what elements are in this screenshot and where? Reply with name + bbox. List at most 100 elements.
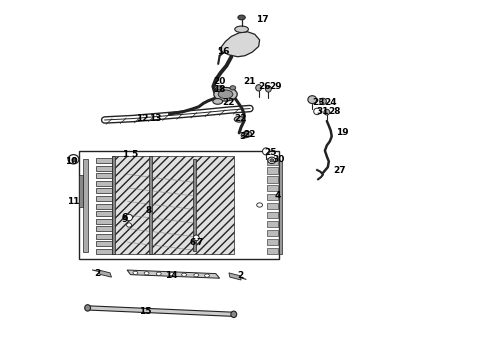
Ellipse shape [238,15,245,20]
Bar [96,234,112,239]
Ellipse shape [235,26,248,32]
Text: 2: 2 [95,269,101,278]
Ellipse shape [241,133,249,138]
Bar [267,212,278,218]
Bar [79,152,279,258]
Bar [96,188,112,193]
Text: 22: 22 [222,98,235,107]
Ellipse shape [170,273,174,276]
Text: 7: 7 [196,238,203,247]
Text: 22: 22 [234,114,246,123]
Text: 2: 2 [237,271,243,280]
Bar [149,156,152,254]
Polygon shape [87,306,235,316]
Text: 22: 22 [244,130,256,139]
Ellipse shape [126,223,131,227]
Text: 20: 20 [213,77,225,86]
Ellipse shape [133,271,138,274]
Text: 27: 27 [334,166,346,175]
Text: 29: 29 [269,82,282,91]
Ellipse shape [214,87,237,101]
Bar [96,203,112,208]
Text: 24: 24 [324,98,337,107]
Bar [267,239,278,245]
Ellipse shape [257,203,263,207]
Text: 6: 6 [190,238,196,247]
Ellipse shape [231,311,237,318]
Bar [96,241,112,246]
Text: 26: 26 [258,82,271,91]
Ellipse shape [270,159,274,162]
Text: 12: 12 [136,114,149,123]
Ellipse shape [68,155,79,164]
Ellipse shape [319,98,326,105]
Text: 17: 17 [256,15,269,24]
Bar [96,226,112,231]
Ellipse shape [268,157,276,163]
Text: 6: 6 [121,213,127,222]
Ellipse shape [204,274,209,277]
Bar [267,176,278,183]
Text: 4: 4 [274,190,281,199]
Ellipse shape [194,274,199,277]
Text: 10: 10 [65,157,77,166]
Bar [267,167,278,174]
Ellipse shape [213,99,222,104]
Ellipse shape [230,86,236,90]
Bar [96,249,112,254]
Bar [193,158,196,251]
Text: 21: 21 [244,77,256,86]
Bar [267,230,278,236]
Text: 28: 28 [328,107,341,116]
Bar [112,156,115,254]
Polygon shape [229,273,241,280]
Ellipse shape [72,157,77,162]
Bar [267,248,278,254]
Ellipse shape [125,214,132,221]
Ellipse shape [308,96,317,104]
Bar [267,203,278,209]
Text: 3: 3 [240,132,245,141]
Bar [267,158,278,165]
Text: 11: 11 [67,197,80,206]
Bar [96,196,112,201]
Bar [96,158,112,163]
Text: 13: 13 [148,114,161,123]
Ellipse shape [242,131,252,137]
Text: 5: 5 [131,150,137,159]
Bar [83,159,88,252]
Ellipse shape [144,272,149,275]
Bar [279,161,282,254]
Ellipse shape [218,90,233,99]
Text: 19: 19 [336,128,349,137]
Text: 23: 23 [312,98,324,107]
Ellipse shape [256,85,262,91]
Bar [96,181,112,186]
Ellipse shape [194,235,199,241]
Bar [267,194,278,201]
Text: 1: 1 [122,150,129,159]
Ellipse shape [182,273,187,276]
Bar [96,166,112,171]
Text: 25: 25 [265,148,277,157]
Polygon shape [219,32,260,57]
Polygon shape [127,270,220,278]
Bar [79,175,83,207]
Text: 8: 8 [146,206,152,215]
Bar [96,211,112,216]
Text: 9: 9 [122,215,128,224]
Bar [113,156,234,254]
Ellipse shape [217,86,222,90]
Text: 15: 15 [139,307,151,316]
Bar [96,173,112,178]
Text: 18: 18 [213,85,225,94]
Text: 16: 16 [217,47,229,56]
Ellipse shape [324,109,330,115]
Text: 30: 30 [272,155,284,164]
Text: 14: 14 [165,271,177,280]
Ellipse shape [85,305,91,311]
Ellipse shape [156,272,161,275]
Bar [267,221,278,227]
Ellipse shape [266,86,271,92]
Ellipse shape [263,148,270,155]
